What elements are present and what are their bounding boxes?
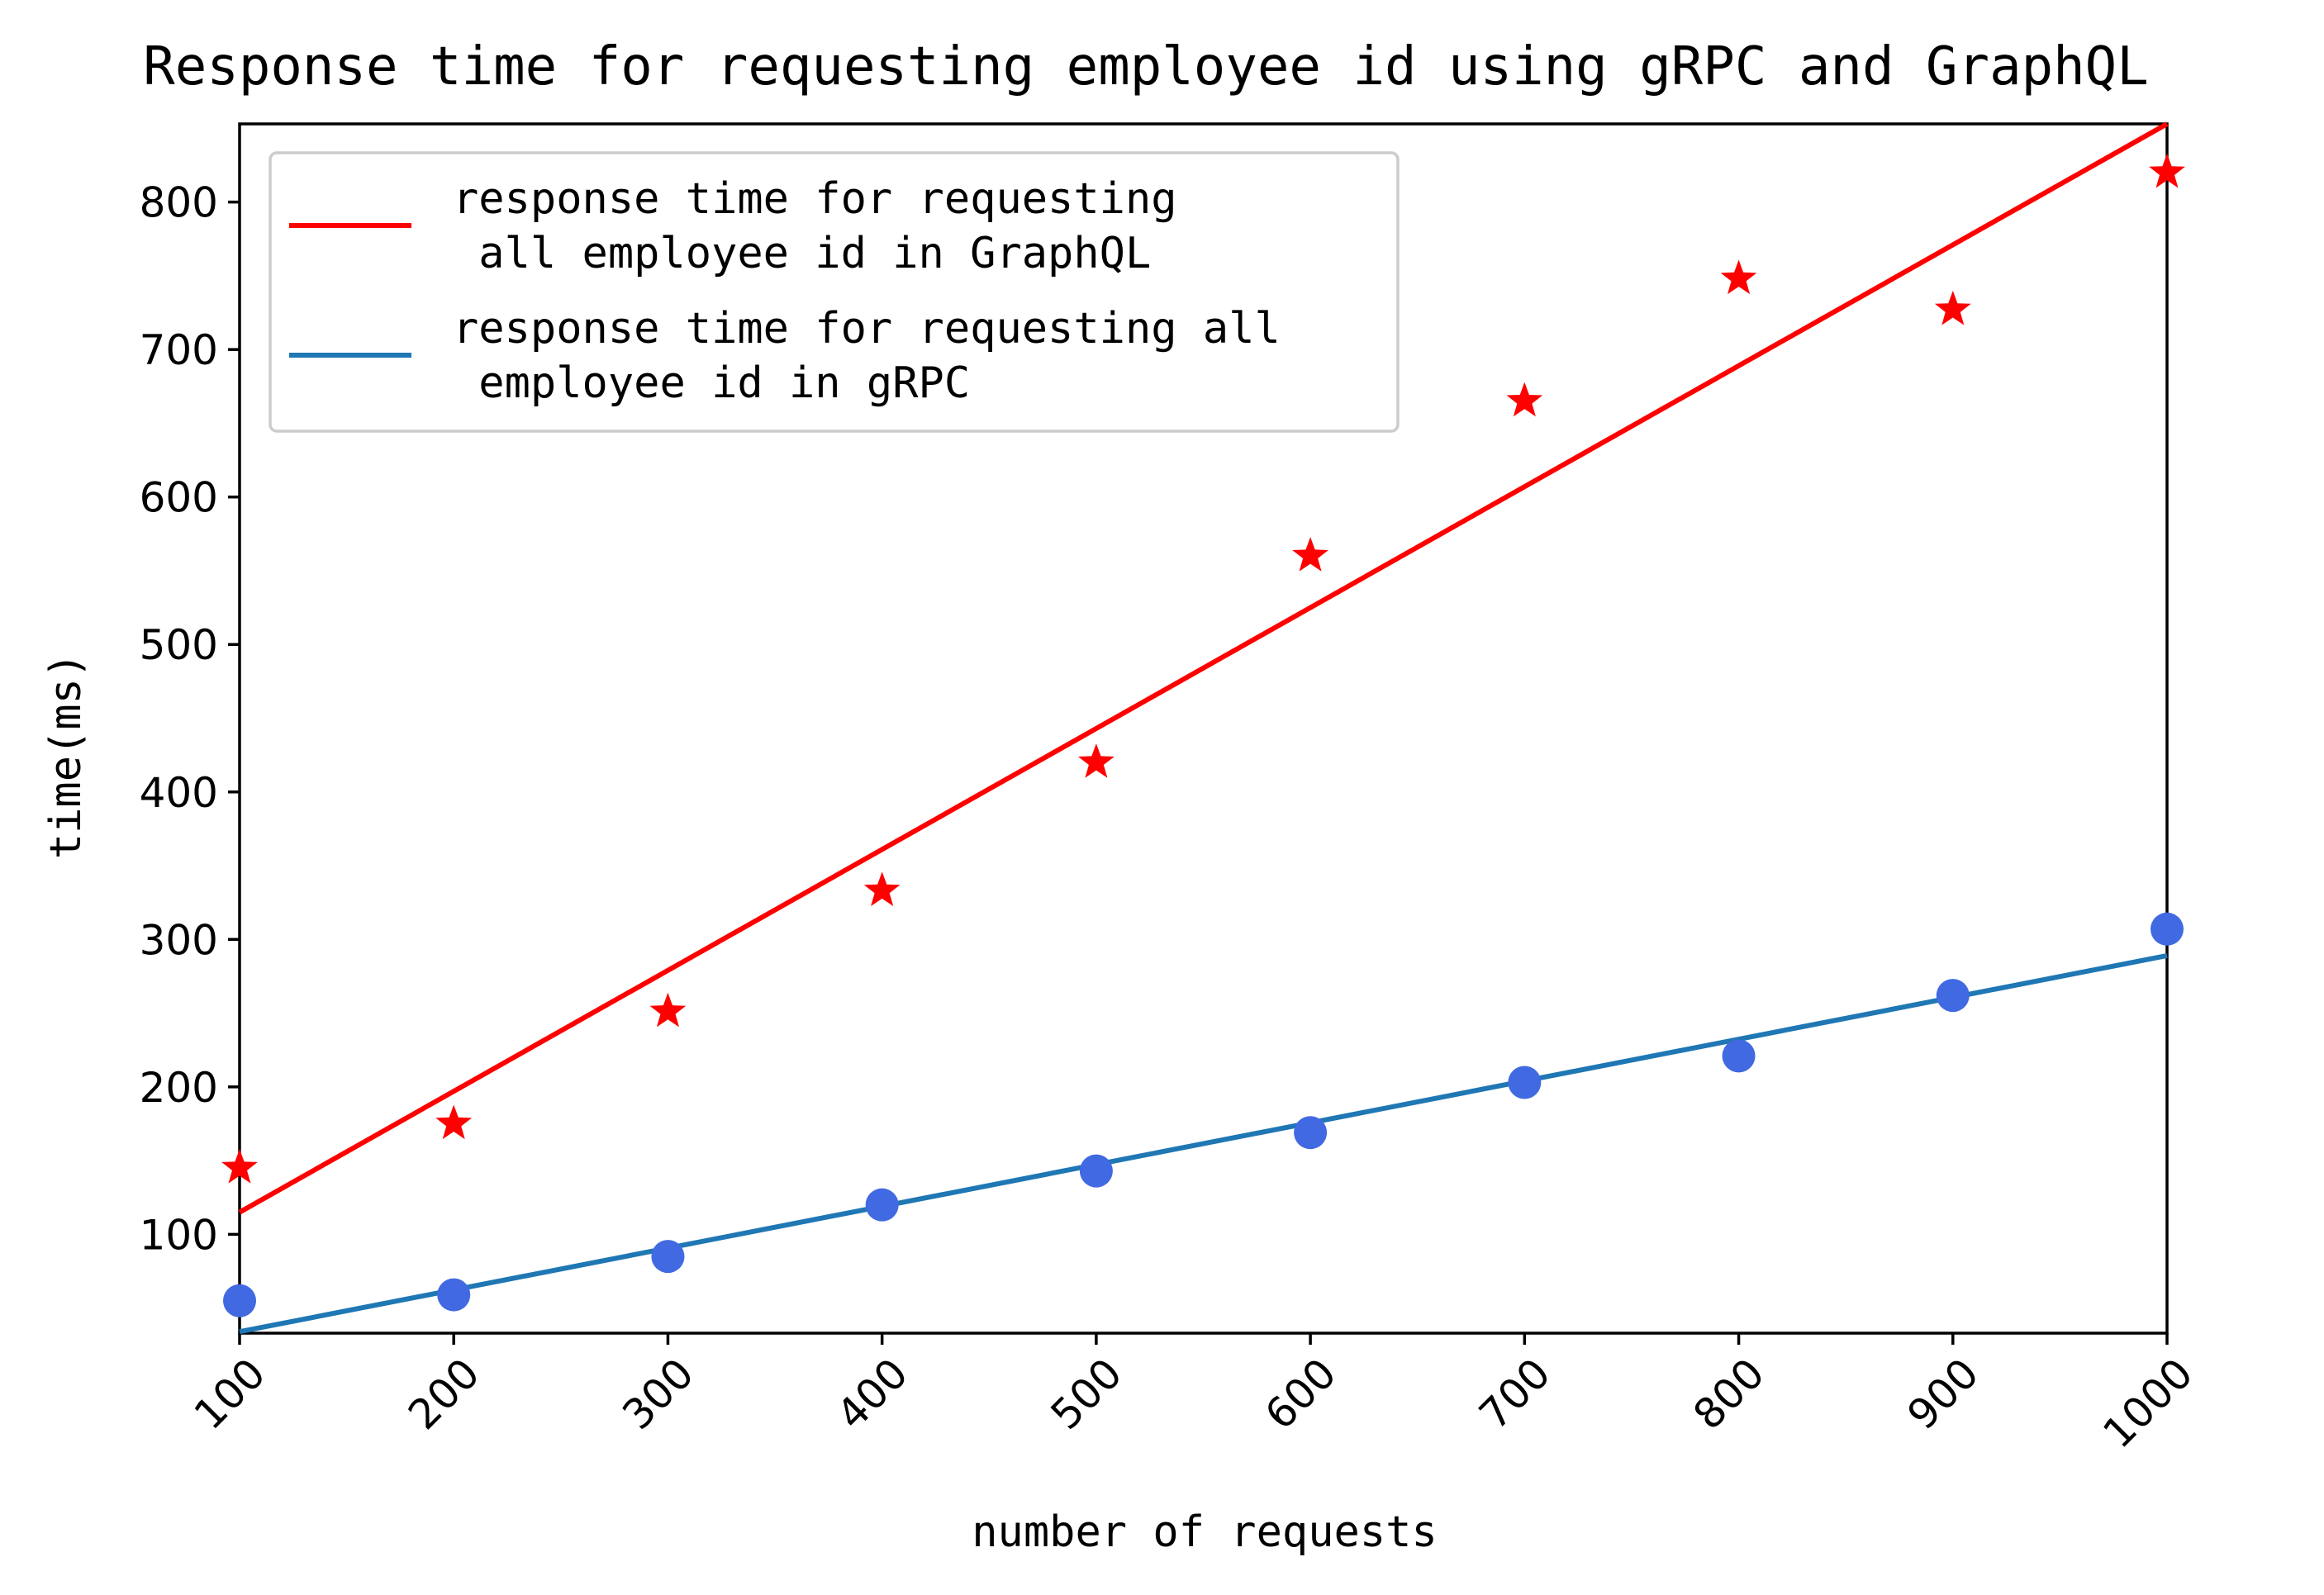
grpc-data-point <box>437 1278 471 1312</box>
grpc-data-point <box>2151 912 2184 946</box>
grpc-data-point <box>1079 1154 1113 1188</box>
grpc-data-point <box>1508 1066 1542 1099</box>
graphql-data-point <box>435 1104 473 1140</box>
legend: response time for requesting all employe… <box>269 151 1400 433</box>
grpc-data-point <box>1722 1039 1756 1073</box>
graphql-data-point <box>1720 259 1757 295</box>
y-tick-label: 100 <box>140 1211 218 1259</box>
legend-entry-graphql: response time for requesting all employe… <box>453 174 1177 278</box>
graphql-data-point <box>649 992 687 1028</box>
graphql-data-point <box>221 1149 258 1184</box>
y-tick-label: 300 <box>140 916 218 964</box>
grpc-data-point <box>651 1240 685 1274</box>
y-tick-label: 800 <box>140 179 218 227</box>
y-axis: 100 200 300 400 500 600 700 800 <box>140 179 240 1259</box>
graphql-fit-line <box>238 121 2169 1215</box>
y-tick-label: 400 <box>140 769 218 817</box>
graphql-data-point <box>1506 382 1543 417</box>
graphql-data-point <box>1078 743 1114 778</box>
graphql-data-point <box>1934 291 1971 325</box>
y-tick-label: 200 <box>140 1064 218 1112</box>
legend-box <box>269 151 1400 433</box>
grpc-data-point <box>1936 979 1970 1013</box>
grpc-data-point <box>1294 1116 1328 1150</box>
grpc-fit-line <box>239 953 2168 1335</box>
legend-entry-grpc: response time for requesting all employe… <box>453 304 1281 408</box>
plot-area <box>238 122 2169 1335</box>
y-tick-label: 700 <box>140 326 218 374</box>
x-axis-label: number of requests <box>972 1507 1438 1557</box>
series-layer <box>221 121 2185 1335</box>
graphql-data-point <box>863 871 901 906</box>
y-axis-label: time(ms) <box>41 653 91 859</box>
y-tick-label: 600 <box>140 474 218 522</box>
chart-title: Response time for requesting employee id… <box>143 36 2148 97</box>
plot-frame <box>238 122 2169 1335</box>
grpc-data-point <box>223 1284 256 1317</box>
y-tick-label: 500 <box>140 621 218 669</box>
graphql-data-point <box>1292 537 1328 572</box>
graphql-data-point <box>2149 153 2185 188</box>
grpc-data-point <box>865 1188 899 1222</box>
